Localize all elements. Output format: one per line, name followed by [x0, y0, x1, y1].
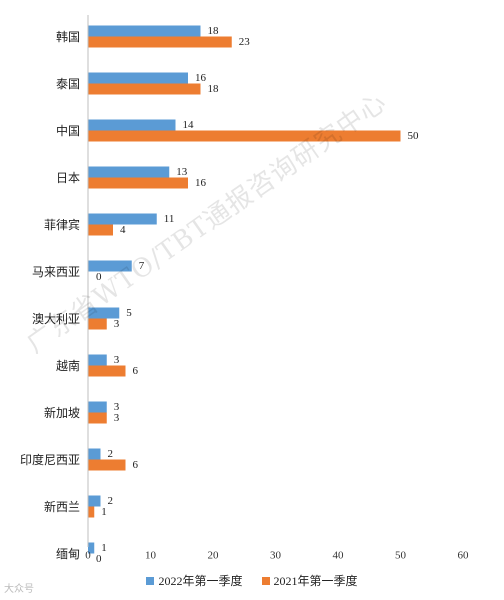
category-label: 缅甸	[56, 547, 80, 561]
bar-2022-q1	[88, 307, 120, 319]
legend-item-series-1: 2022年第一季度	[146, 572, 243, 589]
bar-2021-q1	[88, 36, 232, 48]
data-label-2022-q1: 18	[208, 25, 220, 37]
bar-2022-q1	[88, 25, 201, 37]
data-label-2021-q1: 3	[114, 412, 120, 424]
bar-2021-q1	[88, 130, 401, 142]
bar-2022-q1	[88, 542, 95, 554]
data-label-2021-q1: 4	[120, 224, 126, 236]
bar-2022-q1	[88, 119, 176, 131]
bar-2021-q1	[88, 412, 107, 424]
bar-2022-q1	[88, 260, 132, 272]
category-label: 越南	[56, 358, 80, 373]
bar-2022-q1	[88, 213, 157, 225]
data-label-2021-q1: 0	[96, 553, 102, 565]
data-label-2022-q1: 14	[183, 119, 195, 131]
bar-2021-q1	[88, 224, 113, 236]
bar-2022-q1	[88, 166, 170, 178]
bar-2022-q1	[88, 72, 188, 84]
data-label-2022-q1: 3	[114, 401, 120, 413]
x-tick-label: 60	[458, 550, 470, 562]
data-label-2021-q1: 6	[133, 365, 139, 377]
data-label-2022-q1: 2	[108, 495, 114, 507]
legend-label-series-2: 2021年第一季度	[273, 574, 358, 588]
bar-2022-q1	[88, 354, 107, 366]
data-label-2022-q1: 16	[195, 72, 207, 84]
legend-swatch-series-1	[146, 576, 155, 585]
data-label-2022-q1: 2	[108, 448, 114, 460]
category-label: 菲律宾	[44, 217, 80, 232]
data-label-2022-q1: 5	[126, 307, 132, 319]
data-label-2021-q1: 50	[408, 130, 420, 142]
bar-2021-q1	[88, 83, 201, 95]
data-label-2022-q1: 11	[164, 213, 175, 225]
bar-2021-q1	[88, 177, 188, 189]
category-label: 马来西亚	[32, 265, 80, 279]
category-label: 新西兰	[44, 499, 80, 514]
category-label: 中国	[56, 123, 80, 138]
bar-2022-q1	[88, 495, 101, 507]
legend: 2022年第一季度 2021年第一季度	[0, 572, 504, 589]
data-label-2021-q1: 16	[195, 177, 207, 189]
x-tick-label: 0	[85, 550, 91, 562]
data-label-2021-q1: 0	[96, 271, 102, 283]
legend-item-series-2: 2021年第一季度	[261, 572, 358, 589]
bar-2022-q1	[88, 448, 101, 460]
data-label-2021-q1: 23	[239, 36, 251, 48]
data-label-2022-q1: 3	[114, 354, 120, 366]
bar-2021-q1	[88, 506, 95, 518]
data-label-2021-q1: 1	[101, 506, 107, 518]
category-label: 新加坡	[44, 405, 80, 420]
x-tick-label: 30	[270, 550, 282, 562]
x-tick-label: 40	[333, 550, 345, 562]
x-tick-label: 20	[208, 550, 220, 562]
bar-2021-q1	[88, 459, 126, 471]
category-label: 泰国	[56, 77, 80, 91]
category-label: 日本	[56, 171, 80, 185]
data-label-2022-q1: 1	[101, 542, 107, 554]
corner-logo: 大众号	[4, 584, 34, 595]
x-tick-label: 10	[145, 550, 157, 562]
data-label-2021-q1: 3	[114, 318, 120, 330]
data-label-2022-q1: 7	[139, 260, 145, 272]
category-label: 澳大利亚	[32, 312, 80, 326]
data-label-2022-q1: 13	[176, 166, 188, 178]
bar-2021-q1	[88, 318, 107, 330]
category-label: 韩国	[56, 29, 80, 44]
category-label: 印度尼西亚	[20, 452, 80, 467]
x-tick-label: 50	[395, 550, 407, 562]
bar-2022-q1	[88, 401, 107, 413]
legend-swatch-series-2	[261, 576, 270, 585]
data-label-2021-q1: 6	[133, 459, 139, 471]
legend-label-series-1: 2022年第一季度	[158, 574, 243, 588]
bar-2021-q1	[88, 365, 126, 377]
data-label-2021-q1: 18	[208, 83, 220, 95]
